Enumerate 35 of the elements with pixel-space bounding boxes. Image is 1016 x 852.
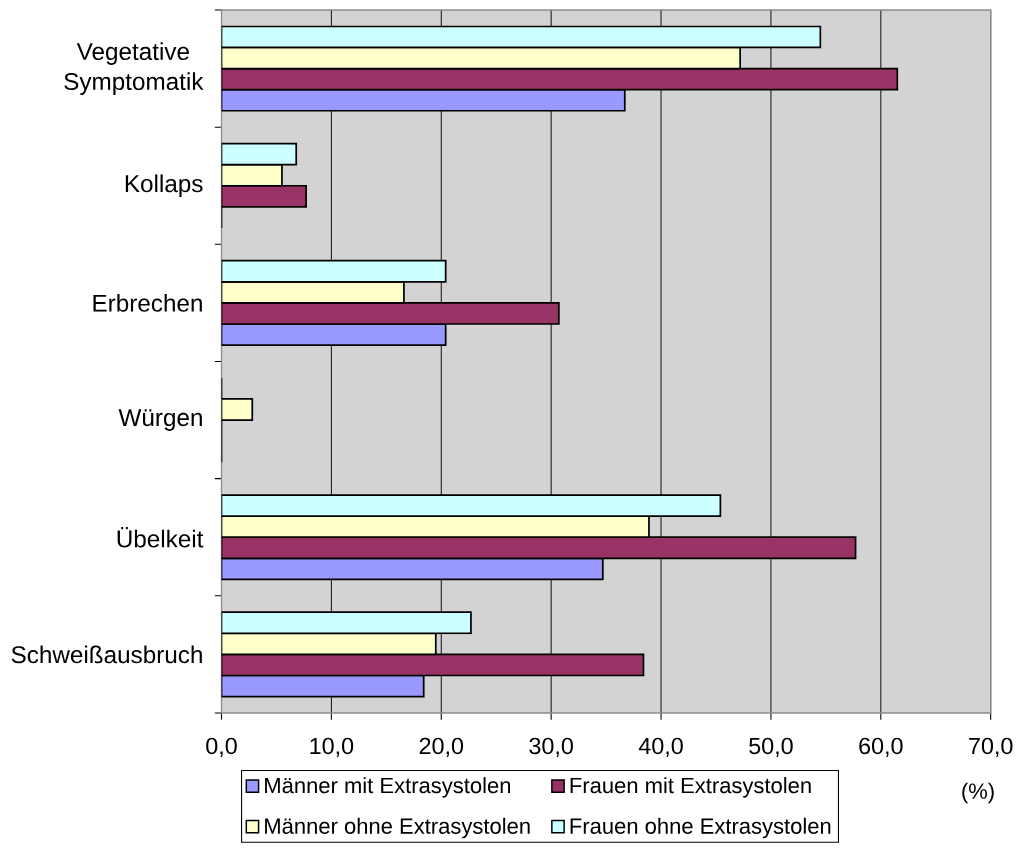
legend-label: Männer mit Extrasystolen xyxy=(265,777,511,798)
bar xyxy=(221,536,857,560)
x-tick-label: 60,0 xyxy=(859,737,903,757)
y-tick-label: Kollaps xyxy=(125,174,203,198)
bar xyxy=(221,302,560,325)
bar xyxy=(221,611,472,635)
bar xyxy=(221,67,899,91)
bar xyxy=(221,88,626,112)
bar xyxy=(221,632,437,656)
bar xyxy=(221,494,722,518)
bar xyxy=(221,674,425,698)
y-tick-label: Vegetative Symptomatik xyxy=(64,42,204,95)
bar xyxy=(221,259,447,283)
y-tick-label: Erbrechen xyxy=(93,294,202,312)
legend-label: Frauen mit Extrasystolen xyxy=(570,777,811,798)
x-tick-label: 20,0 xyxy=(419,737,464,757)
y-tick-label: Schweißausbruch xyxy=(11,645,202,664)
x-tick-label: 10,0 xyxy=(310,737,354,757)
bar xyxy=(221,557,604,581)
bar xyxy=(221,653,645,677)
bar xyxy=(221,142,298,166)
x-tick-label: 0,0 xyxy=(206,737,237,757)
y-tick-label: Übelkeit xyxy=(117,526,204,548)
legend-label: Frauen ohne Extrasystolen xyxy=(570,817,831,839)
x-tick-label: 50,0 xyxy=(749,737,793,757)
x-axis-title: (%) xyxy=(962,782,994,804)
x-tick-label: 40,0 xyxy=(638,737,683,757)
bar xyxy=(221,515,650,539)
y-tick-label: Würgen xyxy=(118,409,202,431)
bar xyxy=(221,323,447,346)
x-tick-label: 70,0 xyxy=(969,737,1013,757)
bar xyxy=(221,46,742,70)
legend-label: Männer ohne Extrasystolen xyxy=(265,817,530,839)
bar xyxy=(221,25,822,49)
x-tick-label: 30,0 xyxy=(529,737,573,757)
